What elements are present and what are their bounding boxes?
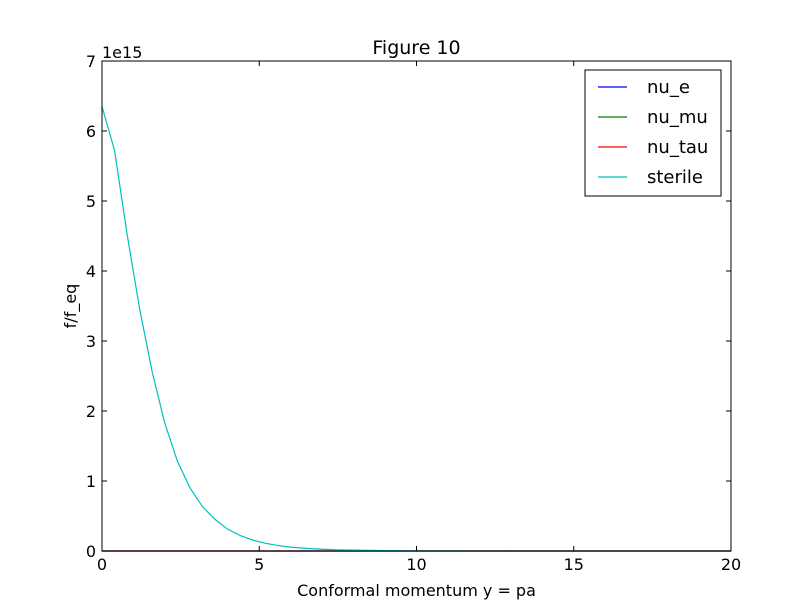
x-tick-label: 5	[254, 555, 264, 574]
x-tick-label: 0	[97, 555, 107, 574]
legend-label: sterile	[647, 167, 703, 188]
x-tick-label: 15	[564, 555, 584, 574]
y-tick-label: 3	[86, 332, 96, 351]
axis-ticks: 0 5 10 15 20 0 1 2 3 4 5 6 7	[86, 52, 741, 574]
legend-box	[584, 69, 722, 197]
x-axis-label: Conformal momentum y = pa	[297, 581, 536, 600]
y-tick-label: 0	[86, 542, 96, 561]
y-offset-label: 1e15	[102, 43, 142, 62]
y-tick-label: 5	[86, 192, 96, 211]
y-tick-label: 1	[86, 472, 96, 491]
y-tick-label: 6	[86, 122, 96, 141]
y-tick-label: 4	[86, 262, 96, 281]
chart-title: Figure 10	[372, 37, 460, 59]
y-tick-label: 7	[86, 52, 96, 71]
y-tick-label: 2	[86, 402, 96, 421]
x-tick-label: 20	[721, 555, 741, 574]
legend-label: nu_e	[647, 77, 690, 98]
x-tick-label: 10	[406, 555, 426, 574]
legend-label: nu_tau	[647, 137, 708, 158]
legend-label: nu_mu	[647, 107, 708, 128]
y-axis-label: f/f_eq	[61, 284, 81, 329]
